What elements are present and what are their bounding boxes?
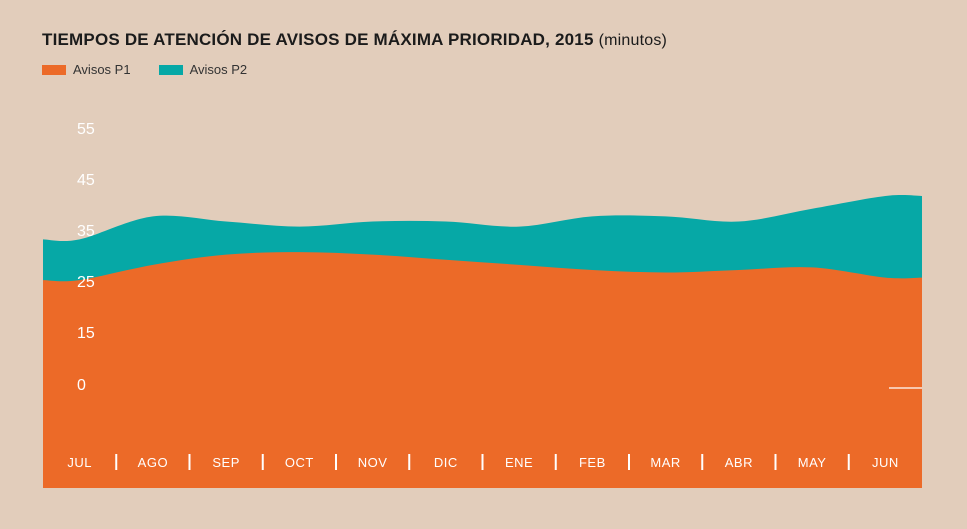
legend-label-p1: Avisos P1 <box>73 62 131 77</box>
x-tick-label: DIC <box>434 455 458 470</box>
x-tick-label: FEB <box>579 455 606 470</box>
x-tick-label: AGO <box>138 455 168 470</box>
y-tick-label: 15 <box>77 325 95 342</box>
x-tick-label: JUN <box>872 455 899 470</box>
x-tick-label: OCT <box>285 455 314 470</box>
y-tick-label: 25 <box>77 274 95 291</box>
legend-label-p2: Avisos P2 <box>189 62 248 77</box>
y-axis: 55 45 35 25 15 0 <box>77 121 95 394</box>
legend-swatch-p2 <box>158 64 183 75</box>
x-axis: JUL AGO SEP OCT NOV DIC ENE FEB MAR ABR MAY JUN <box>67 454 898 470</box>
series-p1 <box>43 252 922 488</box>
y-tick-label: 45 <box>77 172 95 189</box>
legend-item-p2: Avisos P2 <box>158 62 248 77</box>
x-tick-label: MAY <box>798 455 827 470</box>
area-avisos-p1 <box>43 252 922 488</box>
x-tick-label: ENE <box>505 455 533 470</box>
y-tick-label: 35 <box>77 223 95 240</box>
legend: Avisos P1 Avisos P2 <box>42 62 247 77</box>
x-tick-label: SEP <box>212 455 240 470</box>
y-tick-label: 55 <box>77 121 95 138</box>
legend-item-p1: Avisos P1 <box>42 62 131 77</box>
legend-swatch-p1 <box>42 64 66 75</box>
x-tick-label: MAR <box>650 455 680 470</box>
chart-unit: (minutos) <box>598 32 668 49</box>
x-tick-label: ABR <box>725 455 753 470</box>
x-tick-label: NOV <box>358 455 388 470</box>
chart-title-text: TIEMPOS DE ATENCIÓN DE AVISOS DE MÁXIMA … <box>42 30 594 49</box>
x-tick-label: JUL <box>67 455 92 470</box>
y-tick-label: 0 <box>77 377 86 394</box>
chart-title: TIEMPOS DE ATENCIÓN DE AVISOS DE MÁXIMA … <box>42 30 667 50</box>
